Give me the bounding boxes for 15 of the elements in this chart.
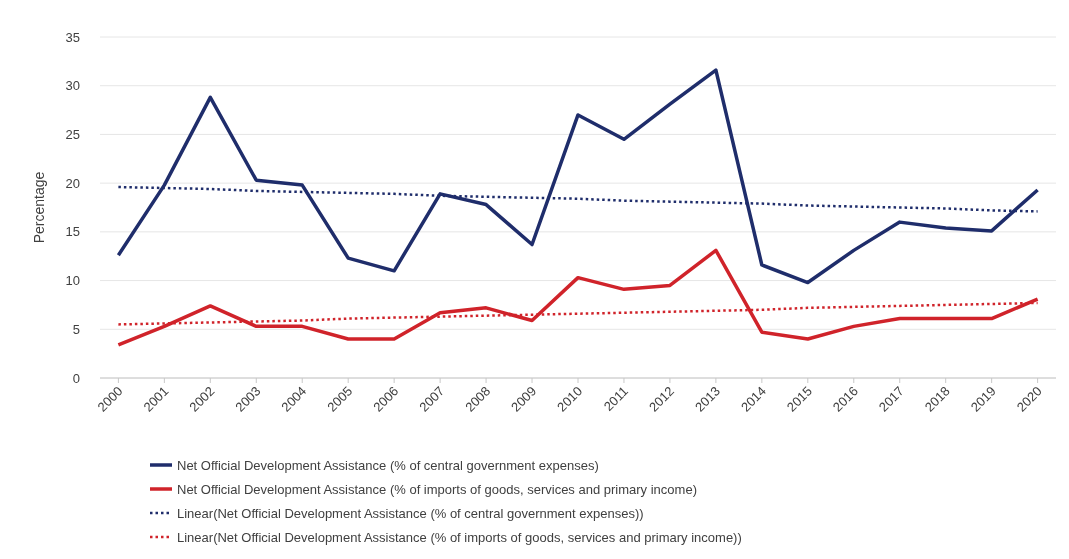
legend-label: Linear(Net Official Development Assistance (% of central government expenses)) — [177, 505, 644, 521]
y-tick-label: 0 — [72, 370, 80, 386]
y-tick-label: 10 — [65, 273, 80, 289]
y-tick-label: 30 — [65, 78, 80, 94]
legend-label: Net Official Development Assistance (% of imports of goods, services and primary income) — [177, 481, 697, 497]
y-tick-label: 20 — [65, 175, 80, 191]
y-tick-label: 15 — [65, 224, 80, 240]
legend-label: Net Official Development Assistance (% of central government expenses) — [177, 457, 599, 473]
y-tick-label: 5 — [72, 321, 80, 337]
y-tick-label: 35 — [65, 29, 80, 45]
legend-label: Linear(Net Official Development Assistance (% of imports of goods, services and primary income)) — [177, 529, 742, 545]
line-series — [116, 68, 1040, 285]
y-tick-label: 25 — [65, 126, 80, 142]
y-axis-title: Percentage — [31, 171, 47, 244]
line-series — [116, 248, 1040, 347]
